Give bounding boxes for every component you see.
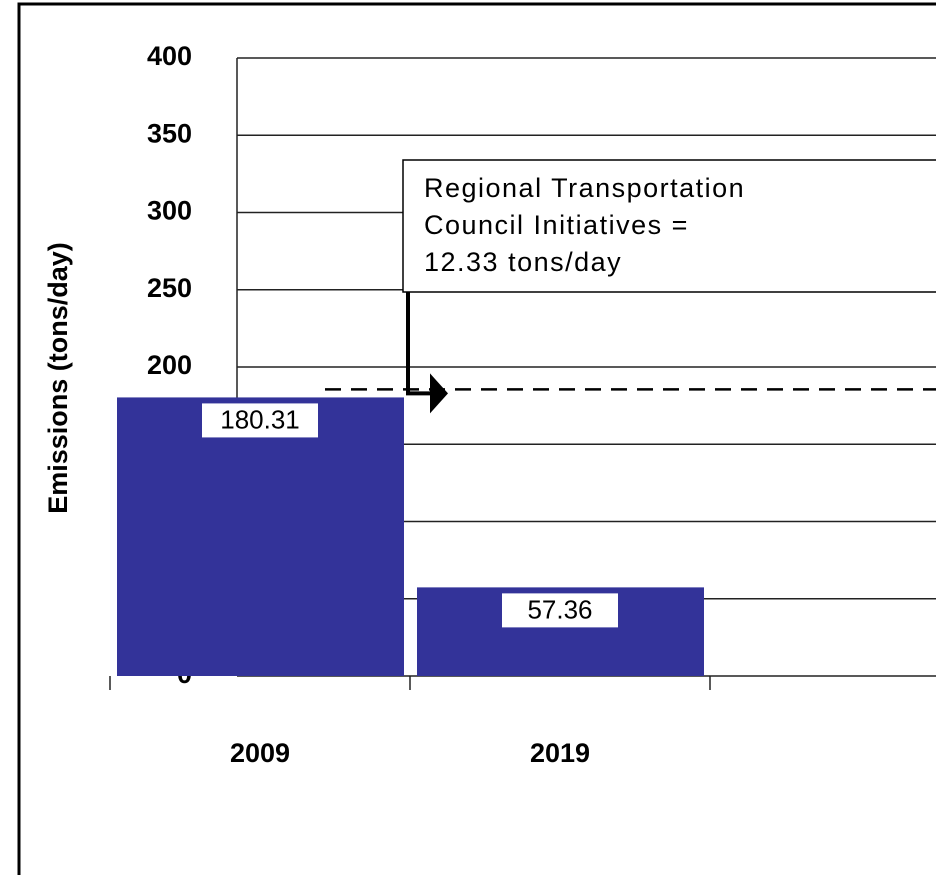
x-tick-label: 2009 (230, 738, 290, 768)
y-tick-label: 300 (147, 196, 192, 226)
y-tick-label: 350 (147, 118, 192, 148)
data-label-text: 180.31 (220, 404, 300, 434)
y-tick-label: 250 (147, 273, 192, 303)
annotation-text: Regional Transportation (424, 173, 745, 203)
annotation-text: Council Initiatives = (424, 210, 689, 240)
x-tick-label: 2019 (530, 738, 590, 768)
y-tick-label: 200 (147, 350, 192, 380)
frame (17, 2, 936, 875)
y-tick-label: 400 (147, 41, 192, 71)
data-label: 57.36 (502, 593, 618, 628)
data-label-text: 57.36 (527, 594, 592, 624)
annotation-box (402, 159, 936, 293)
annotation-text: 12.33 tons/day (424, 247, 622, 277)
data-label-box (202, 403, 318, 438)
bar (117, 397, 404, 676)
arrow-head (430, 373, 448, 414)
data-label-box (502, 593, 618, 628)
y-axis-label: Emissions (tons/day) (43, 242, 73, 514)
data-label: 180.31 (202, 403, 318, 438)
annotation-arrow (406, 292, 430, 396)
